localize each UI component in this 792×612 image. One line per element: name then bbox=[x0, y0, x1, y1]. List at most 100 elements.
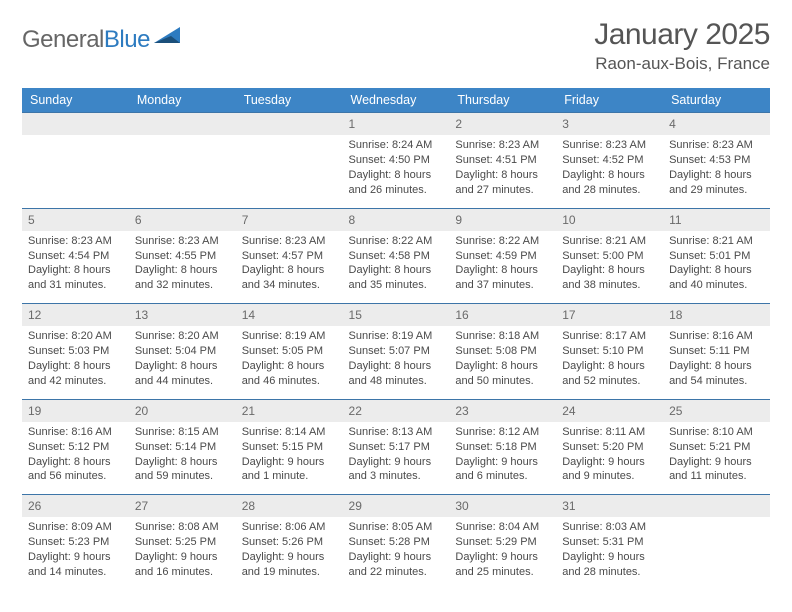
day-details: Sunrise: 8:23 AMSunset: 4:54 PMDaylight:… bbox=[22, 231, 129, 303]
calendar-week-row: 19Sunrise: 8:16 AMSunset: 5:12 PMDayligh… bbox=[22, 399, 770, 495]
day-number: 15 bbox=[343, 304, 450, 326]
sunrise-line: Sunrise: 8:23 AM bbox=[28, 234, 123, 249]
day-number: 4 bbox=[663, 113, 770, 135]
calendar-day-cell: 26Sunrise: 8:09 AMSunset: 5:23 PMDayligh… bbox=[22, 495, 129, 590]
day-number: 30 bbox=[449, 495, 556, 517]
day-number: 2 bbox=[449, 113, 556, 135]
day-number: 31 bbox=[556, 495, 663, 517]
brand-part1: General bbox=[22, 26, 104, 53]
daylight-line: Daylight: 8 hours and 26 minutes. bbox=[349, 168, 444, 198]
sunset-line: Sunset: 5:29 PM bbox=[455, 535, 550, 550]
daylight-line: Daylight: 9 hours and 28 minutes. bbox=[562, 550, 657, 580]
sunset-line: Sunset: 4:50 PM bbox=[349, 153, 444, 168]
sunrise-line: Sunrise: 8:15 AM bbox=[135, 425, 230, 440]
calendar-week-row: 5Sunrise: 8:23 AMSunset: 4:54 PMDaylight… bbox=[22, 208, 770, 304]
day-number: 29 bbox=[343, 495, 450, 517]
sunrise-line: Sunrise: 8:10 AM bbox=[669, 425, 764, 440]
day-number: 3 bbox=[556, 113, 663, 135]
sunset-line: Sunset: 5:28 PM bbox=[349, 535, 444, 550]
sunrise-line: Sunrise: 8:11 AM bbox=[562, 425, 657, 440]
daylight-line: Daylight: 8 hours and 42 minutes. bbox=[28, 359, 123, 389]
calendar-week-row: 12Sunrise: 8:20 AMSunset: 5:03 PMDayligh… bbox=[22, 304, 770, 400]
calendar-day-cell: 25Sunrise: 8:10 AMSunset: 5:21 PMDayligh… bbox=[663, 399, 770, 495]
sunset-line: Sunset: 4:55 PM bbox=[135, 249, 230, 264]
calendar-day-cell: 29Sunrise: 8:05 AMSunset: 5:28 PMDayligh… bbox=[343, 495, 450, 590]
sunset-line: Sunset: 4:52 PM bbox=[562, 153, 657, 168]
daylight-line: Daylight: 8 hours and 40 minutes. bbox=[669, 263, 764, 293]
sunrise-line: Sunrise: 8:05 AM bbox=[349, 520, 444, 535]
calendar-day-cell: 9Sunrise: 8:22 AMSunset: 4:59 PMDaylight… bbox=[449, 208, 556, 304]
sunrise-line: Sunrise: 8:13 AM bbox=[349, 425, 444, 440]
day-details: Sunrise: 8:05 AMSunset: 5:28 PMDaylight:… bbox=[343, 517, 450, 589]
sunrise-line: Sunrise: 8:19 AM bbox=[349, 329, 444, 344]
daylight-line: Daylight: 8 hours and 35 minutes. bbox=[349, 263, 444, 293]
calendar-day-cell: 2Sunrise: 8:23 AMSunset: 4:51 PMDaylight… bbox=[449, 113, 556, 209]
empty-day-number bbox=[22, 113, 129, 135]
sunset-line: Sunset: 5:12 PM bbox=[28, 440, 123, 455]
sunrise-line: Sunrise: 8:16 AM bbox=[28, 425, 123, 440]
day-number: 12 bbox=[22, 304, 129, 326]
sunset-line: Sunset: 4:51 PM bbox=[455, 153, 550, 168]
daylight-line: Daylight: 8 hours and 56 minutes. bbox=[28, 455, 123, 485]
daylight-line: Daylight: 8 hours and 27 minutes. bbox=[455, 168, 550, 198]
sunset-line: Sunset: 5:14 PM bbox=[135, 440, 230, 455]
sunrise-line: Sunrise: 8:18 AM bbox=[455, 329, 550, 344]
sunset-line: Sunset: 5:00 PM bbox=[562, 249, 657, 264]
weekday-header-row: SundayMondayTuesdayWednesdayThursdayFrid… bbox=[22, 88, 770, 113]
day-details: Sunrise: 8:17 AMSunset: 5:10 PMDaylight:… bbox=[556, 326, 663, 398]
day-number: 14 bbox=[236, 304, 343, 326]
sunset-line: Sunset: 5:04 PM bbox=[135, 344, 230, 359]
calendar-day-cell: 27Sunrise: 8:08 AMSunset: 5:25 PMDayligh… bbox=[129, 495, 236, 590]
day-number: 22 bbox=[343, 400, 450, 422]
weekday-header: Sunday bbox=[22, 88, 129, 113]
sunset-line: Sunset: 4:53 PM bbox=[669, 153, 764, 168]
page-header: GeneralBlue January 2025 Raon-aux-Bois, … bbox=[22, 18, 770, 74]
empty-day-number bbox=[236, 113, 343, 135]
calendar-week-row: 1Sunrise: 8:24 AMSunset: 4:50 PMDaylight… bbox=[22, 113, 770, 209]
day-details: Sunrise: 8:19 AMSunset: 5:07 PMDaylight:… bbox=[343, 326, 450, 398]
brand-name: GeneralBlue bbox=[22, 26, 150, 54]
sunset-line: Sunset: 5:25 PM bbox=[135, 535, 230, 550]
sunset-line: Sunset: 5:05 PM bbox=[242, 344, 337, 359]
sunset-line: Sunset: 5:11 PM bbox=[669, 344, 764, 359]
daylight-line: Daylight: 9 hours and 11 minutes. bbox=[669, 455, 764, 485]
day-details: Sunrise: 8:11 AMSunset: 5:20 PMDaylight:… bbox=[556, 422, 663, 494]
day-number: 26 bbox=[22, 495, 129, 517]
calendar-day-cell: 5Sunrise: 8:23 AMSunset: 4:54 PMDaylight… bbox=[22, 208, 129, 304]
daylight-line: Daylight: 8 hours and 32 minutes. bbox=[135, 263, 230, 293]
sunset-line: Sunset: 5:15 PM bbox=[242, 440, 337, 455]
day-details: Sunrise: 8:13 AMSunset: 5:17 PMDaylight:… bbox=[343, 422, 450, 494]
day-details: Sunrise: 8:23 AMSunset: 4:55 PMDaylight:… bbox=[129, 231, 236, 303]
calendar-empty-cell bbox=[129, 113, 236, 209]
empty-day-number bbox=[663, 495, 770, 517]
sunrise-line: Sunrise: 8:12 AM bbox=[455, 425, 550, 440]
calendar-day-cell: 28Sunrise: 8:06 AMSunset: 5:26 PMDayligh… bbox=[236, 495, 343, 590]
calendar-day-cell: 17Sunrise: 8:17 AMSunset: 5:10 PMDayligh… bbox=[556, 304, 663, 400]
brand-logo: GeneralBlue bbox=[22, 26, 182, 54]
day-number: 16 bbox=[449, 304, 556, 326]
daylight-line: Daylight: 9 hours and 25 minutes. bbox=[455, 550, 550, 580]
daylight-line: Daylight: 8 hours and 59 minutes. bbox=[135, 455, 230, 485]
day-details: Sunrise: 8:19 AMSunset: 5:05 PMDaylight:… bbox=[236, 326, 343, 398]
sunrise-line: Sunrise: 8:14 AM bbox=[242, 425, 337, 440]
weekday-header: Friday bbox=[556, 88, 663, 113]
calendar-day-cell: 8Sunrise: 8:22 AMSunset: 4:58 PMDaylight… bbox=[343, 208, 450, 304]
sunrise-line: Sunrise: 8:22 AM bbox=[349, 234, 444, 249]
day-details: Sunrise: 8:21 AMSunset: 5:01 PMDaylight:… bbox=[663, 231, 770, 303]
day-details: Sunrise: 8:22 AMSunset: 4:59 PMDaylight:… bbox=[449, 231, 556, 303]
day-number: 5 bbox=[22, 209, 129, 231]
daylight-line: Daylight: 9 hours and 19 minutes. bbox=[242, 550, 337, 580]
day-number: 25 bbox=[663, 400, 770, 422]
calendar-day-cell: 19Sunrise: 8:16 AMSunset: 5:12 PMDayligh… bbox=[22, 399, 129, 495]
sunrise-line: Sunrise: 8:21 AM bbox=[669, 234, 764, 249]
daylight-line: Daylight: 9 hours and 9 minutes. bbox=[562, 455, 657, 485]
empty-day-body bbox=[129, 135, 236, 197]
sunset-line: Sunset: 5:01 PM bbox=[669, 249, 764, 264]
daylight-line: Daylight: 8 hours and 46 minutes. bbox=[242, 359, 337, 389]
empty-day-body bbox=[663, 517, 770, 579]
month-title: January 2025 bbox=[594, 18, 770, 52]
brand-triangle-icon bbox=[154, 25, 182, 50]
sunrise-line: Sunrise: 8:08 AM bbox=[135, 520, 230, 535]
calendar-week-row: 26Sunrise: 8:09 AMSunset: 5:23 PMDayligh… bbox=[22, 495, 770, 590]
calendar-day-cell: 12Sunrise: 8:20 AMSunset: 5:03 PMDayligh… bbox=[22, 304, 129, 400]
